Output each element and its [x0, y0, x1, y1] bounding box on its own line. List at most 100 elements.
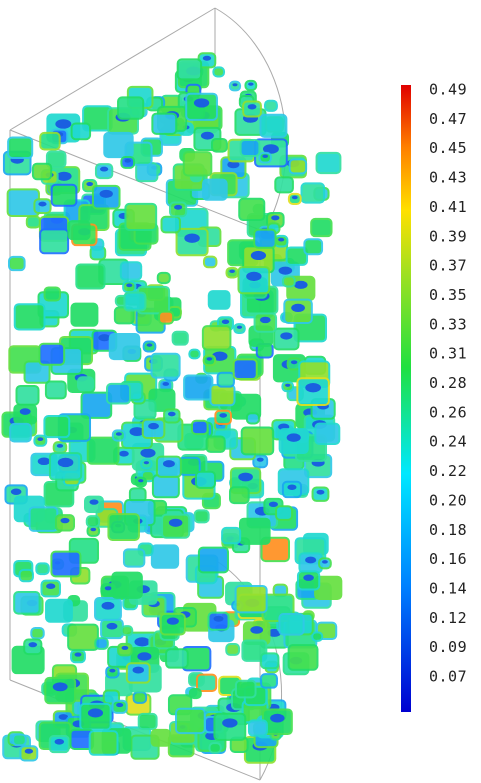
particle-cap — [285, 383, 291, 387]
particle-cap — [106, 622, 118, 630]
particle — [288, 158, 308, 175]
particle-cap — [193, 98, 210, 108]
particle-cap — [271, 215, 280, 221]
colorbar-label: 0.45 — [429, 139, 467, 157]
particle — [260, 673, 278, 689]
particle-cap — [115, 432, 122, 436]
colorbar-label: 0.37 — [429, 257, 467, 275]
particle-cap — [222, 718, 238, 728]
particle-cap — [250, 250, 267, 261]
colorbar-label: 0.47 — [429, 110, 467, 128]
particle — [108, 333, 141, 361]
particle — [43, 415, 71, 439]
particle — [310, 217, 333, 238]
colorbar-label: 0.28 — [429, 374, 467, 392]
particle — [15, 384, 40, 406]
particle — [117, 96, 145, 120]
particle-cap — [52, 682, 68, 692]
particle — [86, 436, 120, 465]
particle-cap — [58, 714, 69, 720]
colorbar-label: 0.20 — [429, 491, 467, 509]
particle-cap — [305, 382, 322, 393]
particle — [30, 626, 45, 640]
particle — [263, 99, 278, 112]
particle — [106, 382, 132, 405]
particle — [45, 150, 67, 169]
particle-cap — [146, 343, 153, 347]
particle — [44, 380, 67, 400]
particle — [31, 162, 53, 181]
colorbar-label: 0.26 — [429, 403, 467, 421]
particle — [303, 238, 324, 256]
particle-cap — [137, 652, 152, 661]
particle-cap — [168, 518, 183, 527]
particle — [209, 383, 236, 407]
particle-cap — [262, 154, 269, 158]
particle-cap — [148, 422, 159, 430]
particle-cap — [167, 411, 176, 417]
particle — [18, 568, 34, 583]
particle-cap — [227, 161, 240, 169]
particle — [183, 374, 214, 401]
particle-cap — [248, 82, 254, 86]
colorbar-label: 0.41 — [429, 198, 467, 216]
particle — [132, 691, 148, 704]
particle-cap — [259, 316, 271, 324]
particle — [314, 422, 341, 446]
particle — [274, 176, 294, 194]
particle-cap — [121, 645, 129, 650]
particle-cap — [126, 283, 133, 288]
particle — [75, 263, 106, 290]
particle-cap — [56, 443, 64, 448]
particle-cap — [28, 642, 38, 648]
colorbar-label: 0.49 — [429, 81, 467, 99]
particle — [245, 412, 260, 425]
particle-cap — [246, 271, 262, 281]
particle — [67, 220, 91, 241]
colorbar-label: 0.07 — [429, 668, 467, 686]
particle-cap — [321, 560, 328, 564]
particle-cap — [129, 427, 145, 437]
particle — [137, 712, 158, 731]
particle — [38, 342, 66, 366]
particle — [300, 182, 326, 204]
particle-cap — [90, 527, 97, 532]
particle — [205, 435, 226, 453]
particle — [107, 513, 140, 542]
particle — [35, 562, 50, 576]
particle — [202, 255, 218, 269]
particle-cap — [98, 334, 111, 342]
particle — [315, 151, 342, 175]
particle-cap — [229, 269, 235, 274]
particle — [25, 215, 41, 229]
colorbar-label: 0.18 — [429, 521, 467, 539]
particle — [201, 178, 228, 201]
particle-cap — [256, 457, 264, 462]
particle — [232, 358, 258, 381]
particle — [275, 505, 294, 521]
particle-cap — [286, 433, 301, 442]
particle-cap — [291, 303, 305, 313]
particle-cap — [134, 637, 150, 647]
particle — [188, 348, 201, 360]
particle-cap — [143, 461, 150, 465]
particle — [123, 291, 147, 312]
particles — [1, 52, 343, 764]
particle — [260, 652, 280, 670]
particle — [193, 509, 210, 524]
particle-cap — [24, 748, 34, 754]
particle-cap — [263, 144, 279, 154]
particle — [85, 515, 101, 528]
particle-cap — [74, 652, 82, 657]
particle-cap — [268, 501, 278, 508]
particle — [188, 687, 202, 700]
particle — [7, 255, 26, 272]
particle — [281, 275, 296, 288]
particle-cap — [132, 666, 144, 674]
particle-cap — [55, 119, 72, 129]
particle-cap — [140, 448, 156, 458]
particle — [190, 419, 209, 436]
particle — [234, 679, 257, 699]
particle — [311, 631, 324, 642]
particle-cap — [138, 479, 144, 483]
